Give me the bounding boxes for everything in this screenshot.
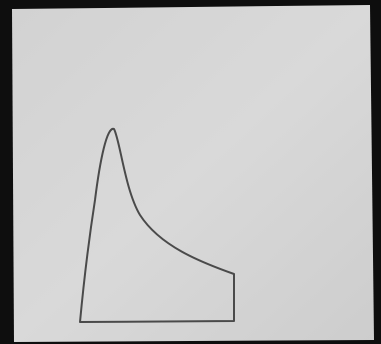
paper-sheet — [12, 5, 374, 342]
photo — [0, 0, 381, 344]
